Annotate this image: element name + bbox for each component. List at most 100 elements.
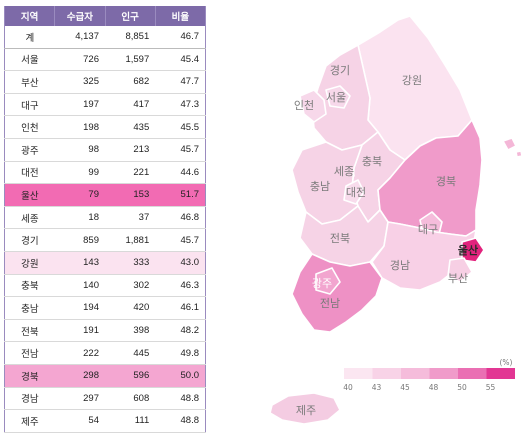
- cell-recipients: 140: [54, 274, 105, 298]
- cell-region: 충북: [4, 274, 55, 298]
- region-incheon[interactable]: [299, 89, 327, 123]
- cell-ratio: 46.3: [155, 274, 206, 298]
- cell-region: 제주: [4, 409, 55, 433]
- korea-map: 경기 서울 인천 강원 세종 충북 충남 대전 경북 전북 대구 경남 울산 광…: [269, 15, 523, 425]
- header-recipients: 수급자: [54, 6, 106, 26]
- region-ulsan[interactable]: [461, 237, 485, 263]
- table-row: 세종 18 37 46.8: [4, 206, 206, 230]
- region-gwangju[interactable]: [315, 267, 341, 295]
- cell-population: 608: [105, 387, 156, 411]
- cell-region: 서울: [4, 48, 55, 72]
- cell-ratio: 46.1: [155, 296, 206, 320]
- table-row: 부산 325 682 47.7: [4, 70, 206, 94]
- region-busan[interactable]: [447, 257, 473, 283]
- label-sejong: 세종: [334, 165, 354, 178]
- legend-tick-label: 40: [343, 383, 353, 392]
- cell-ratio: 48.8: [155, 409, 206, 433]
- label-chungbuk: 충북: [362, 155, 382, 168]
- label-jeonbuk: 전북: [330, 232, 350, 245]
- cell-region: 인천: [4, 115, 55, 139]
- cell-ratio: 46.8: [155, 206, 206, 230]
- table-row: 전남 222 445 49.8: [4, 341, 206, 365]
- cell-recipients: 325: [54, 70, 105, 94]
- cell-recipients: 98: [54, 138, 105, 162]
- cell-population: 1,881: [105, 228, 156, 252]
- cell-ratio: 43.0: [155, 251, 206, 275]
- cell-recipients: 859: [54, 228, 105, 252]
- region-jeonnam[interactable]: [291, 253, 383, 333]
- table-row: 경북 298 596 50.0: [4, 364, 206, 388]
- cell-recipients: 194: [54, 296, 105, 320]
- cell-recipients: 54: [54, 409, 105, 433]
- label-seoul: 서울: [326, 91, 346, 104]
- cell-population: 221: [105, 161, 156, 185]
- cell-region: 대구: [4, 93, 55, 117]
- legend-tick-label: 45: [400, 383, 410, 392]
- cell-population: 682: [105, 70, 156, 94]
- label-busan: 부산: [448, 272, 468, 285]
- cell-ratio: 46.7: [155, 26, 206, 49]
- region-jeju[interactable]: [269, 392, 341, 425]
- cell-region: 충남: [4, 296, 55, 320]
- region-daejeon[interactable]: [343, 179, 365, 205]
- cell-population: 1,597: [105, 48, 156, 72]
- cell-region: 세종: [4, 206, 55, 230]
- cell-ratio: 48.2: [155, 319, 206, 343]
- legend-swatch: [458, 368, 487, 379]
- recipients-table: 지역 수급자 인구 비율 계 4,137 8,851 46.7 서울 726 1,597 45…: [4, 6, 207, 433]
- cell-population: 302: [105, 274, 156, 298]
- table-row: 강원 143 333 43.0: [4, 251, 206, 275]
- cell-region: 부산: [4, 70, 55, 94]
- cell-ratio: 50.0: [155, 364, 206, 388]
- legend-swatch: [486, 368, 515, 379]
- table-row: 전북 191 398 48.2: [4, 319, 206, 343]
- cell-recipients: 198: [54, 115, 105, 139]
- label-daegu: 대구: [418, 223, 438, 236]
- legend-swatch: [372, 368, 401, 379]
- color-legend: (%) 40 43 45 48 50 55: [343, 358, 515, 392]
- legend-swatch: [429, 368, 458, 379]
- cell-ratio: 45.7: [155, 228, 206, 252]
- label-gyeongbuk: 경북: [436, 175, 456, 188]
- cell-population: 37: [105, 206, 156, 230]
- legend-tick-label: 50: [457, 383, 467, 392]
- label-jeju: 제주: [296, 404, 316, 417]
- table-row: 울산 79 153 51.7: [4, 183, 206, 207]
- cell-recipients: 726: [54, 48, 105, 72]
- label-incheon: 인천: [294, 98, 314, 112]
- table-row: 인천 198 435 45.5: [4, 115, 206, 139]
- label-gyeongnam: 경남: [390, 259, 410, 272]
- cell-population: 445: [105, 341, 156, 365]
- cell-region: 전북: [4, 319, 55, 343]
- cell-recipients: 191: [54, 319, 105, 343]
- cell-ratio: 49.8: [155, 341, 206, 365]
- cell-region: 전남: [4, 341, 55, 365]
- cell-recipients: 99: [54, 161, 105, 185]
- label-jeonnam: 전남: [320, 297, 340, 310]
- table-header-row: 지역 수급자 인구 비율: [4, 6, 207, 26]
- cell-ratio: 44.6: [155, 161, 206, 185]
- cell-population: 398: [105, 319, 156, 343]
- region-ulleungdo: [502, 137, 517, 151]
- cell-population: 213: [105, 138, 156, 162]
- label-ulsan: 울산: [458, 243, 478, 257]
- cell-ratio: 45.5: [155, 115, 206, 139]
- table-row: 계 4,137 8,851 46.7: [4, 26, 206, 49]
- cell-population: 333: [105, 251, 156, 275]
- legend-swatch: [344, 368, 373, 379]
- cell-recipients: 4,137: [54, 26, 105, 49]
- table-row: 제주 54 111 48.8: [4, 409, 206, 433]
- cell-ratio: 45.4: [155, 48, 206, 72]
- region-dokdo: [515, 150, 523, 158]
- cell-region: 경기: [4, 228, 55, 252]
- table-row: 충남 194 420 46.1: [4, 296, 206, 320]
- cell-region: 경남: [4, 387, 55, 411]
- header-population: 인구: [105, 6, 156, 26]
- table-row: 서울 726 1,597 45.4: [4, 48, 206, 72]
- label-gangwon: 강원: [402, 74, 422, 87]
- table-row: 경기 859 1,881 45.7: [4, 228, 206, 252]
- cell-ratio: 47.3: [155, 93, 206, 117]
- table-row: 광주 98 213 45.7: [4, 138, 206, 162]
- region-seoul[interactable]: [325, 85, 351, 109]
- cell-population: 111: [105, 409, 156, 433]
